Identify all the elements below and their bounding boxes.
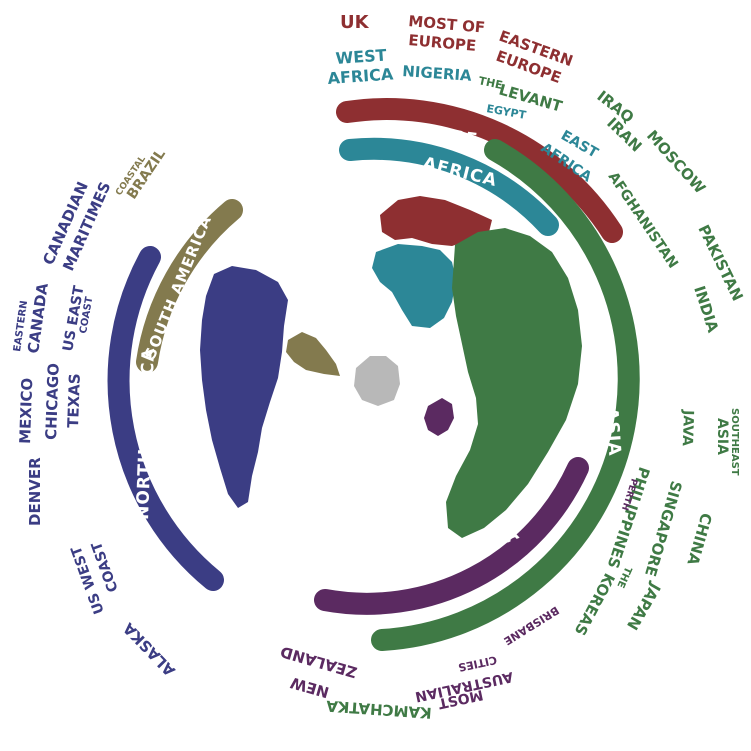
- label-new-zealand-1: NEW: [288, 673, 331, 701]
- label-southeast-asia-2: ASIA: [714, 418, 730, 455]
- label-denver: DENVER: [26, 457, 44, 526]
- europe-landmass: [380, 196, 492, 246]
- label-new-zealand-2: ZEALAND: [278, 642, 359, 681]
- label-texas: TEXAS: [64, 373, 84, 428]
- label-java: JAVA: [679, 409, 696, 447]
- north-america-landmass: [200, 266, 288, 508]
- region-bands: [107, 98, 640, 651]
- south-america-landmass: [286, 332, 340, 376]
- label-southeast-asia-1: SOUTHEAST: [729, 408, 740, 476]
- south-america-band: [136, 199, 243, 373]
- europe-band: [336, 98, 623, 243]
- africa-band: [339, 137, 559, 236]
- label-west-africa-1: WEST: [335, 45, 387, 68]
- asia-band-label: ASIA: [601, 407, 624, 457]
- asia-band: [371, 139, 640, 651]
- label-uk: UK: [340, 12, 370, 33]
- africa-landmass: [372, 244, 456, 328]
- label-moscow: MOSCOW: [643, 127, 709, 198]
- label-india: INDIA: [690, 284, 722, 335]
- label-china: CHINA: [683, 511, 715, 568]
- antarctica-landmass: [354, 356, 400, 406]
- label-japan: JAPAN: [623, 579, 665, 633]
- label-west-africa-2: AFRICA: [327, 64, 394, 88]
- label-most-australian-cities-3: CITIES: [457, 653, 498, 674]
- label-chicago: CHICAGO: [42, 363, 63, 440]
- north-america-band: [107, 246, 224, 591]
- label-alaska: ALASKA: [119, 619, 179, 680]
- label-the-levant-1: THE: [477, 74, 503, 92]
- label-singapore: SINGAPORE: [641, 479, 685, 579]
- oceania-landmass: [424, 398, 454, 436]
- asia-landmass: [446, 228, 582, 538]
- label-nigeria: NIGERIA: [402, 62, 473, 85]
- oceania-band: [314, 457, 589, 615]
- label-the-koreas-2: KOREAS: [571, 570, 619, 638]
- label-most-of-europe-2: EUROPE: [408, 31, 477, 55]
- label-eastern-canada-2: CANADA: [24, 282, 52, 355]
- label-mexico: MEXICO: [16, 377, 36, 444]
- continents: [200, 196, 582, 538]
